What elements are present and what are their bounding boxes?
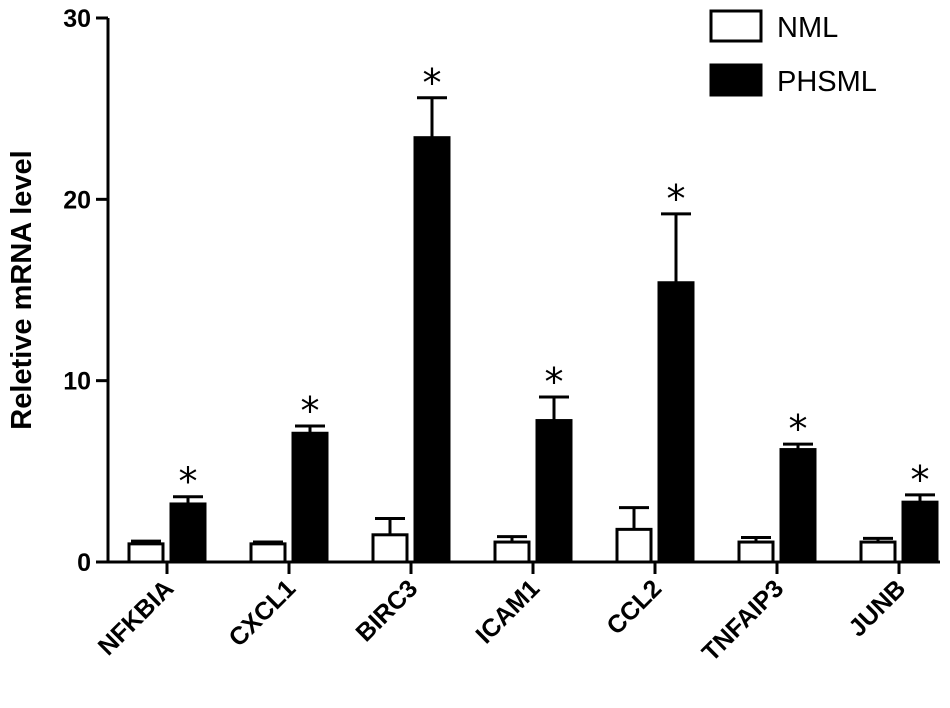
bar bbox=[413, 136, 451, 564]
series-phsml bbox=[169, 96, 939, 564]
bar bbox=[859, 540, 897, 564]
legend-label: PHSML bbox=[777, 66, 877, 98]
significance-star: * bbox=[179, 460, 198, 504]
bar bbox=[291, 431, 329, 564]
bars bbox=[127, 96, 939, 564]
significance-markers: * * * * * * * bbox=[179, 61, 930, 504]
legend-swatch bbox=[709, 63, 763, 97]
significance-star: * bbox=[789, 407, 808, 451]
y-axis: 0 10 20 30 bbox=[63, 5, 110, 577]
legend-swatch bbox=[709, 9, 763, 43]
x-tick-label: BIRC3 bbox=[350, 574, 423, 647]
bar bbox=[615, 527, 653, 564]
significance-star: * bbox=[545, 360, 564, 404]
bar bbox=[249, 542, 287, 564]
bar bbox=[493, 540, 531, 564]
x-tick-label: ICAM1 bbox=[470, 574, 545, 649]
x-tick-label: CCL2 bbox=[601, 574, 667, 640]
x-tick-label: CXCL1 bbox=[223, 574, 301, 652]
x-tick-label: JUNB bbox=[843, 574, 911, 642]
bar bbox=[901, 500, 939, 564]
x-axis: NFKBIA CXCL1 BIRC3 ICAM1 CCL2 TNFAIP3 JUNB bbox=[93, 560, 940, 667]
legend-item-phsml: PHSML bbox=[709, 63, 877, 98]
bar bbox=[657, 281, 695, 564]
bar bbox=[127, 542, 165, 564]
bar bbox=[779, 448, 817, 564]
x-tick-label: TNFAIP3 bbox=[697, 574, 789, 666]
significance-star: * bbox=[667, 177, 686, 221]
legend-label: NML bbox=[777, 12, 838, 44]
y-tick-label: 30 bbox=[63, 5, 91, 33]
significance-star: * bbox=[423, 61, 442, 105]
x-tick-label: NFKBIA bbox=[93, 574, 180, 661]
bar bbox=[535, 419, 573, 564]
significance-star: * bbox=[301, 389, 320, 433]
significance-star: * bbox=[911, 458, 930, 502]
y-tick-label: 20 bbox=[63, 186, 91, 214]
legend: NML PHSML bbox=[709, 9, 877, 98]
legend-item-nml: NML bbox=[709, 9, 838, 44]
y-tick-label: 10 bbox=[63, 368, 91, 396]
bar bbox=[737, 540, 775, 564]
y-axis-label: Reletive mRNA level bbox=[6, 150, 38, 429]
series-nml bbox=[127, 506, 897, 564]
bar bbox=[371, 533, 409, 564]
y-tick-label: 0 bbox=[77, 549, 91, 577]
bar bbox=[169, 502, 207, 564]
